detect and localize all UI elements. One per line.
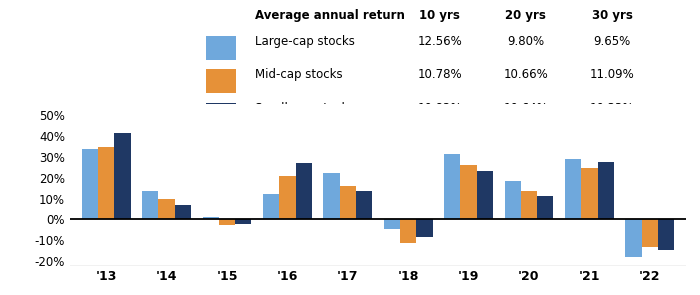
Bar bbox=[565, 160, 581, 219]
Bar bbox=[279, 176, 295, 219]
Text: 10.33%: 10.33% bbox=[590, 102, 634, 115]
Text: 10.64%: 10.64% bbox=[503, 102, 548, 115]
Bar bbox=[219, 219, 235, 224]
Bar bbox=[505, 181, 521, 219]
Bar bbox=[598, 162, 614, 219]
Text: 10 yrs: 10 yrs bbox=[419, 9, 460, 22]
Text: Average annual return: Average annual return bbox=[255, 9, 405, 22]
Text: 10.78%: 10.78% bbox=[417, 68, 462, 81]
Bar bbox=[158, 199, 175, 219]
Text: 9.65%: 9.65% bbox=[594, 35, 631, 48]
Bar bbox=[384, 219, 400, 229]
Bar bbox=[416, 219, 433, 237]
FancyBboxPatch shape bbox=[206, 36, 237, 60]
Bar bbox=[82, 150, 98, 219]
Bar bbox=[98, 147, 114, 219]
Bar bbox=[202, 217, 219, 219]
Text: Large-cap stocks: Large-cap stocks bbox=[255, 35, 355, 48]
Bar bbox=[295, 163, 312, 219]
Bar bbox=[521, 191, 537, 219]
Bar bbox=[461, 165, 477, 219]
Text: Small-cap stocks: Small-cap stocks bbox=[255, 102, 354, 115]
Bar bbox=[263, 194, 279, 219]
Bar bbox=[235, 219, 251, 224]
Bar bbox=[340, 186, 356, 219]
Bar bbox=[581, 168, 598, 219]
Text: 11.09%: 11.09% bbox=[589, 68, 634, 81]
Bar bbox=[356, 191, 372, 219]
Text: 9.80%: 9.80% bbox=[508, 35, 545, 48]
Bar bbox=[537, 196, 554, 219]
Text: 30 yrs: 30 yrs bbox=[592, 9, 633, 22]
Bar bbox=[477, 171, 493, 219]
Text: 10.82%: 10.82% bbox=[417, 102, 462, 115]
Text: 10.66%: 10.66% bbox=[503, 68, 548, 81]
Bar bbox=[323, 173, 340, 219]
Bar bbox=[400, 219, 416, 243]
Text: 20 yrs: 20 yrs bbox=[505, 9, 546, 22]
Text: Mid-cap stocks: Mid-cap stocks bbox=[255, 68, 342, 81]
FancyBboxPatch shape bbox=[206, 103, 237, 127]
Text: 12.56%: 12.56% bbox=[417, 35, 462, 48]
Bar bbox=[444, 154, 461, 219]
Bar bbox=[142, 191, 158, 219]
Bar bbox=[114, 133, 131, 219]
Bar bbox=[658, 219, 674, 250]
Bar bbox=[175, 205, 191, 219]
Bar bbox=[642, 219, 658, 247]
FancyBboxPatch shape bbox=[206, 69, 237, 93]
Bar bbox=[625, 219, 642, 257]
